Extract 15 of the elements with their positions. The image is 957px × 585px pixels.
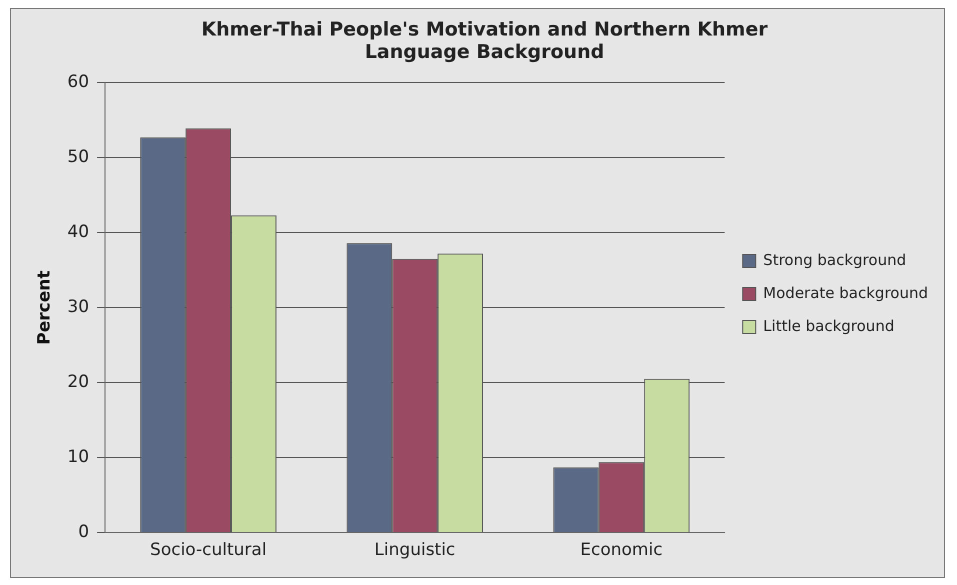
legend-label: Little background [763,316,894,335]
chart-title: Khmer-Thai People's Motivation and Northern Khmer Language Background [201,18,768,64]
y-tick-label: 0 [78,522,90,542]
y-axis-title: Percent [34,270,55,345]
x-tick-label: Socio-cultural [150,540,267,560]
y-tick-label: 40 [67,222,90,242]
y-tick-label: 20 [67,372,90,392]
y-tick-label: 30 [67,297,90,318]
y-tick-label: 10 [67,447,90,468]
x-tick-label: Linguistic [374,540,456,560]
x-tick-label: Economic [580,540,663,560]
legend-label: Strong background [763,250,906,269]
y-tick-label: 60 [67,72,90,92]
y-tick-label: 50 [67,147,90,168]
legend-label: Moderate background [763,284,928,302]
